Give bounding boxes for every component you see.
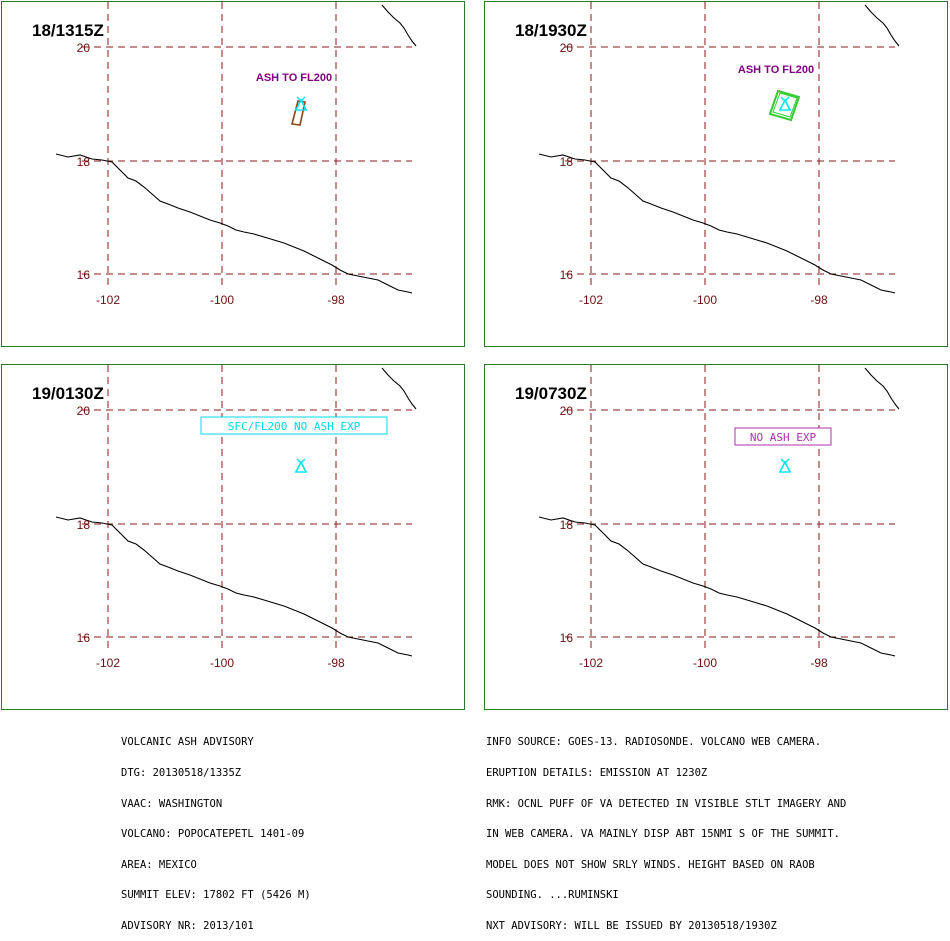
longitude-tick-label: -98 (810, 293, 828, 307)
map-canvas: 20 18 16 -102 -100 -98 18/1315Z ASH TO FL200 (32, 2, 417, 307)
advisory-line: DTG: 20130518/1335Z (121, 767, 242, 780)
latitude-tick-label: 18 (560, 155, 574, 169)
coastline (55, 153, 413, 294)
forecast-time-label: 18/1315Z (32, 21, 104, 40)
no-ash-annotation: NO ASH EXP (734, 427, 832, 446)
advisory-details-block: INFO SOURCE: GOES-13. RADIOSONDE. VOLCAN… (486, 717, 846, 941)
advisory-header-block: VOLCANIC ASH ADVISORY DTG: 20130518/1335… (121, 717, 311, 941)
latitude-tick-label: 16 (560, 268, 574, 282)
map-canvas: 20 18 16 -102 -100 -98 19/0730Z NO ASH EXP (515, 365, 900, 670)
volcano-icon (295, 458, 307, 473)
volcano-icon (779, 458, 791, 473)
latitude-tick-label: 16 (560, 631, 574, 645)
ash-height-annotation: ASH TO FL200 (738, 64, 814, 76)
advisory-line: SOUNDING. ...RUMINSKI (486, 889, 619, 902)
longitude-tick-label: -100 (693, 656, 717, 670)
map-panel-3: 20 18 16 -102 -100 -98 19/0130Z SFC/FL200 NO AS… (1, 364, 465, 710)
longitude-tick-label: -100 (210, 656, 234, 670)
advisory-line: VOLCANIC ASH ADVISORY (121, 736, 254, 749)
advisory-line: SUMMIT ELEV: 17802 FT (5426 M) (121, 889, 311, 902)
forecast-time-label: 19/0730Z (515, 384, 587, 403)
longitude-tick-label: -98 (327, 293, 345, 307)
coastline (538, 516, 896, 657)
longitude-tick-label: -102 (96, 293, 120, 307)
latitude-tick-label: 20 (77, 404, 91, 418)
map-panel-2: 20 18 16 -102 -100 -98 18/1930Z ASH TO FL200 (484, 1, 948, 347)
advisory-line: ERUPTION DETAILS: EMISSION AT 1230Z (486, 767, 708, 780)
coastline-northeast (381, 367, 417, 410)
advisory-line: RMK: OCNL PUFF OF VA DETECTED IN VISIBLE… (486, 797, 847, 810)
advisory-line: NXT ADVISORY: WILL BE ISSUED BY 20130518… (486, 920, 777, 933)
latitude-tick-label: 16 (77, 631, 91, 645)
advisory-line: ADVISORY NR: 2013/101 (121, 920, 254, 933)
coastline-northeast (864, 4, 900, 47)
latitude-tick-label: 20 (560, 404, 574, 418)
latitude-tick-label: 18 (77, 518, 91, 532)
coastline-northeast (381, 4, 417, 47)
svg-text:NO ASH EXP: NO ASH EXP (750, 431, 817, 444)
advisory-line: INFO SOURCE: GOES-13. RADIOSONDE. VOLCAN… (486, 736, 822, 749)
longitude-tick-label: -102 (96, 656, 120, 670)
volcano-icon (295, 96, 307, 111)
longitude-tick-label: -102 (579, 293, 603, 307)
advisory-line: IN WEB CAMERA. VA MAINLY DISP ABT 15NMI … (486, 828, 841, 841)
latitude-tick-label: 18 (560, 518, 574, 532)
map-panel-4: 20 18 16 -102 -100 -98 19/0730Z NO ASH EXP (484, 364, 948, 710)
svg-text:SFC/FL200 NO ASH EXP: SFC/FL200 NO ASH EXP (228, 420, 361, 433)
volcano-icon (779, 96, 791, 111)
latitude-tick-label: 20 (560, 41, 574, 55)
advisory-line: MODEL DOES NOT SHOW SRLY WINDS. HEIGHT B… (486, 858, 815, 871)
advisory-line: AREA: MEXICO (121, 858, 197, 871)
latitude-tick-label: 16 (77, 268, 91, 282)
longitude-tick-label: -100 (210, 293, 234, 307)
longitude-tick-label: -102 (579, 656, 603, 670)
forecast-time-label: 18/1930Z (515, 21, 587, 40)
longitude-tick-label: -98 (327, 656, 345, 670)
advisory-line: VAAC: WASHINGTON (121, 797, 223, 810)
coastline-northeast (864, 367, 900, 410)
ash-cloud-polygon-inner (772, 92, 798, 118)
longitude-tick-label: -98 (810, 656, 828, 670)
ash-height-annotation: ASH TO FL200 (256, 72, 332, 84)
map-canvas: 20 18 16 -102 -100 -98 18/1930Z ASH TO FL200 (515, 2, 900, 307)
map-canvas: 20 18 16 -102 -100 -98 19/0130Z SFC/FL200 NO AS… (32, 365, 417, 670)
ash-cloud-polygon (768, 89, 801, 122)
no-ash-annotation: SFC/FL200 NO ASH EXP (200, 416, 388, 435)
forecast-time-label: 19/0130Z (32, 384, 104, 403)
longitude-tick-label: -100 (693, 293, 717, 307)
map-panel-1: 20 18 16 -102 -100 -98 18/1315Z ASH TO FL200 (1, 1, 465, 347)
latitude-tick-label: 20 (77, 41, 91, 55)
coastline (538, 153, 896, 294)
advisory-line: VOLCANO: POPOCATEPETL 1401-09 (121, 828, 305, 841)
coastline (55, 516, 413, 657)
latitude-tick-label: 18 (77, 155, 91, 169)
